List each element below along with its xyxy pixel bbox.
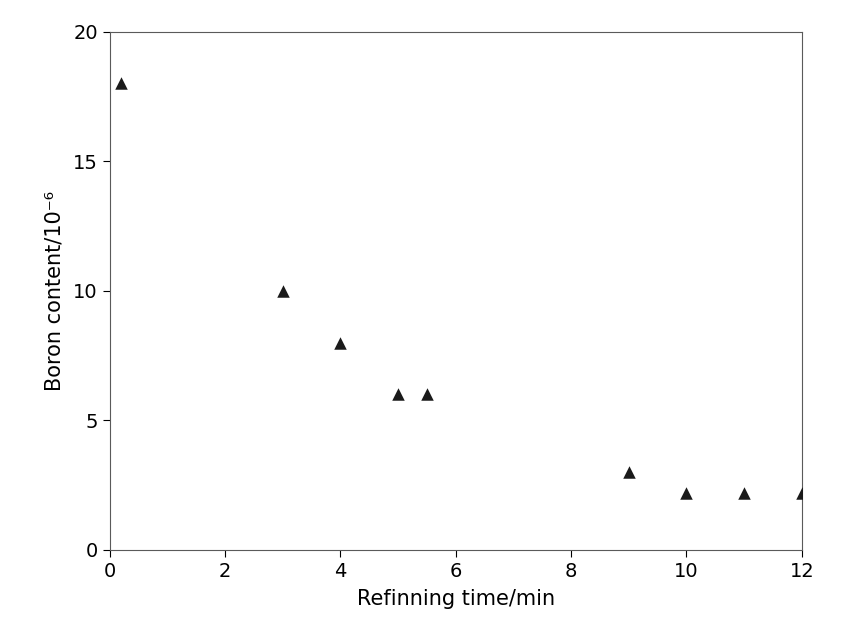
Point [276, 286, 289, 296]
Point [392, 389, 405, 399]
Point [795, 488, 809, 498]
Point [333, 337, 347, 348]
Point [679, 488, 693, 498]
Point [420, 389, 434, 399]
Point [622, 467, 636, 477]
Y-axis label: Boron content/10⁻⁶: Boron content/10⁻⁶ [45, 191, 65, 391]
X-axis label: Refinning time/min: Refinning time/min [357, 589, 555, 609]
Point [738, 488, 751, 498]
Point [115, 78, 128, 88]
